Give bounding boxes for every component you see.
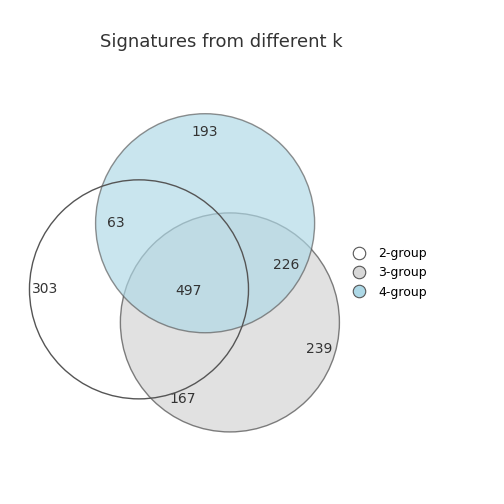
Text: 226: 226 — [273, 258, 299, 272]
Text: 239: 239 — [305, 342, 332, 356]
Circle shape — [96, 114, 314, 333]
Legend: 2-group, 3-group, 4-group: 2-group, 3-group, 4-group — [343, 243, 430, 302]
Text: 193: 193 — [192, 125, 218, 139]
Text: 497: 497 — [175, 284, 202, 298]
Title: Signatures from different k: Signatures from different k — [100, 33, 343, 51]
Text: 63: 63 — [107, 216, 125, 230]
Circle shape — [120, 213, 339, 432]
Text: 303: 303 — [32, 282, 58, 296]
Text: 167: 167 — [169, 392, 196, 406]
